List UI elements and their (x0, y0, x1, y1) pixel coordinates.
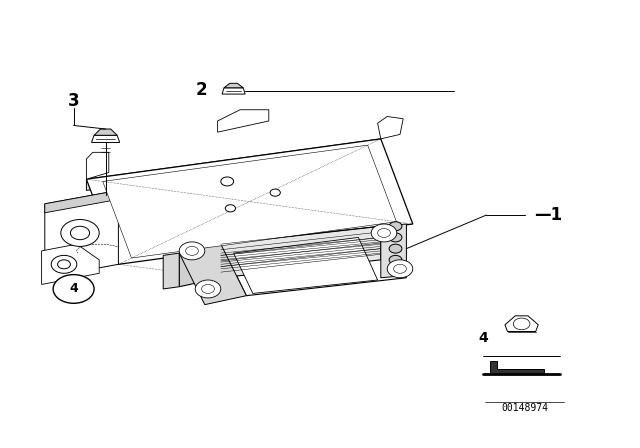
Circle shape (378, 228, 390, 237)
Circle shape (371, 224, 397, 242)
Polygon shape (179, 244, 246, 305)
Polygon shape (42, 244, 99, 284)
Circle shape (202, 284, 214, 293)
Polygon shape (381, 224, 406, 278)
Circle shape (389, 233, 402, 242)
Circle shape (195, 280, 221, 298)
Polygon shape (378, 116, 403, 139)
Circle shape (179, 242, 205, 260)
Circle shape (61, 220, 99, 246)
Circle shape (53, 275, 94, 303)
Polygon shape (45, 190, 118, 278)
Polygon shape (86, 139, 413, 264)
Circle shape (513, 318, 530, 330)
Text: —1: —1 (534, 206, 563, 224)
Polygon shape (179, 244, 221, 287)
Circle shape (70, 226, 90, 240)
Polygon shape (86, 152, 109, 179)
Circle shape (225, 205, 236, 212)
Circle shape (58, 260, 70, 269)
Circle shape (186, 246, 198, 255)
Circle shape (389, 222, 402, 231)
Polygon shape (218, 110, 269, 132)
Circle shape (51, 255, 77, 273)
Polygon shape (86, 139, 381, 190)
Text: 3: 3 (68, 92, 79, 110)
Text: 2: 2 (196, 81, 207, 99)
Text: 4: 4 (478, 331, 488, 345)
Polygon shape (221, 226, 381, 278)
Circle shape (394, 264, 406, 273)
Polygon shape (490, 361, 544, 374)
Circle shape (221, 177, 234, 186)
Polygon shape (222, 88, 245, 94)
Polygon shape (45, 190, 118, 213)
Polygon shape (92, 135, 120, 142)
Polygon shape (163, 253, 179, 289)
Polygon shape (234, 237, 378, 293)
Polygon shape (221, 226, 406, 296)
Circle shape (389, 255, 402, 264)
Text: 00148974: 00148974 (501, 403, 548, 413)
Circle shape (389, 244, 402, 253)
Text: 4: 4 (69, 282, 78, 296)
Polygon shape (505, 316, 538, 332)
Circle shape (387, 260, 413, 278)
Circle shape (270, 189, 280, 196)
Polygon shape (224, 83, 243, 88)
Polygon shape (94, 129, 117, 135)
Polygon shape (102, 145, 397, 258)
